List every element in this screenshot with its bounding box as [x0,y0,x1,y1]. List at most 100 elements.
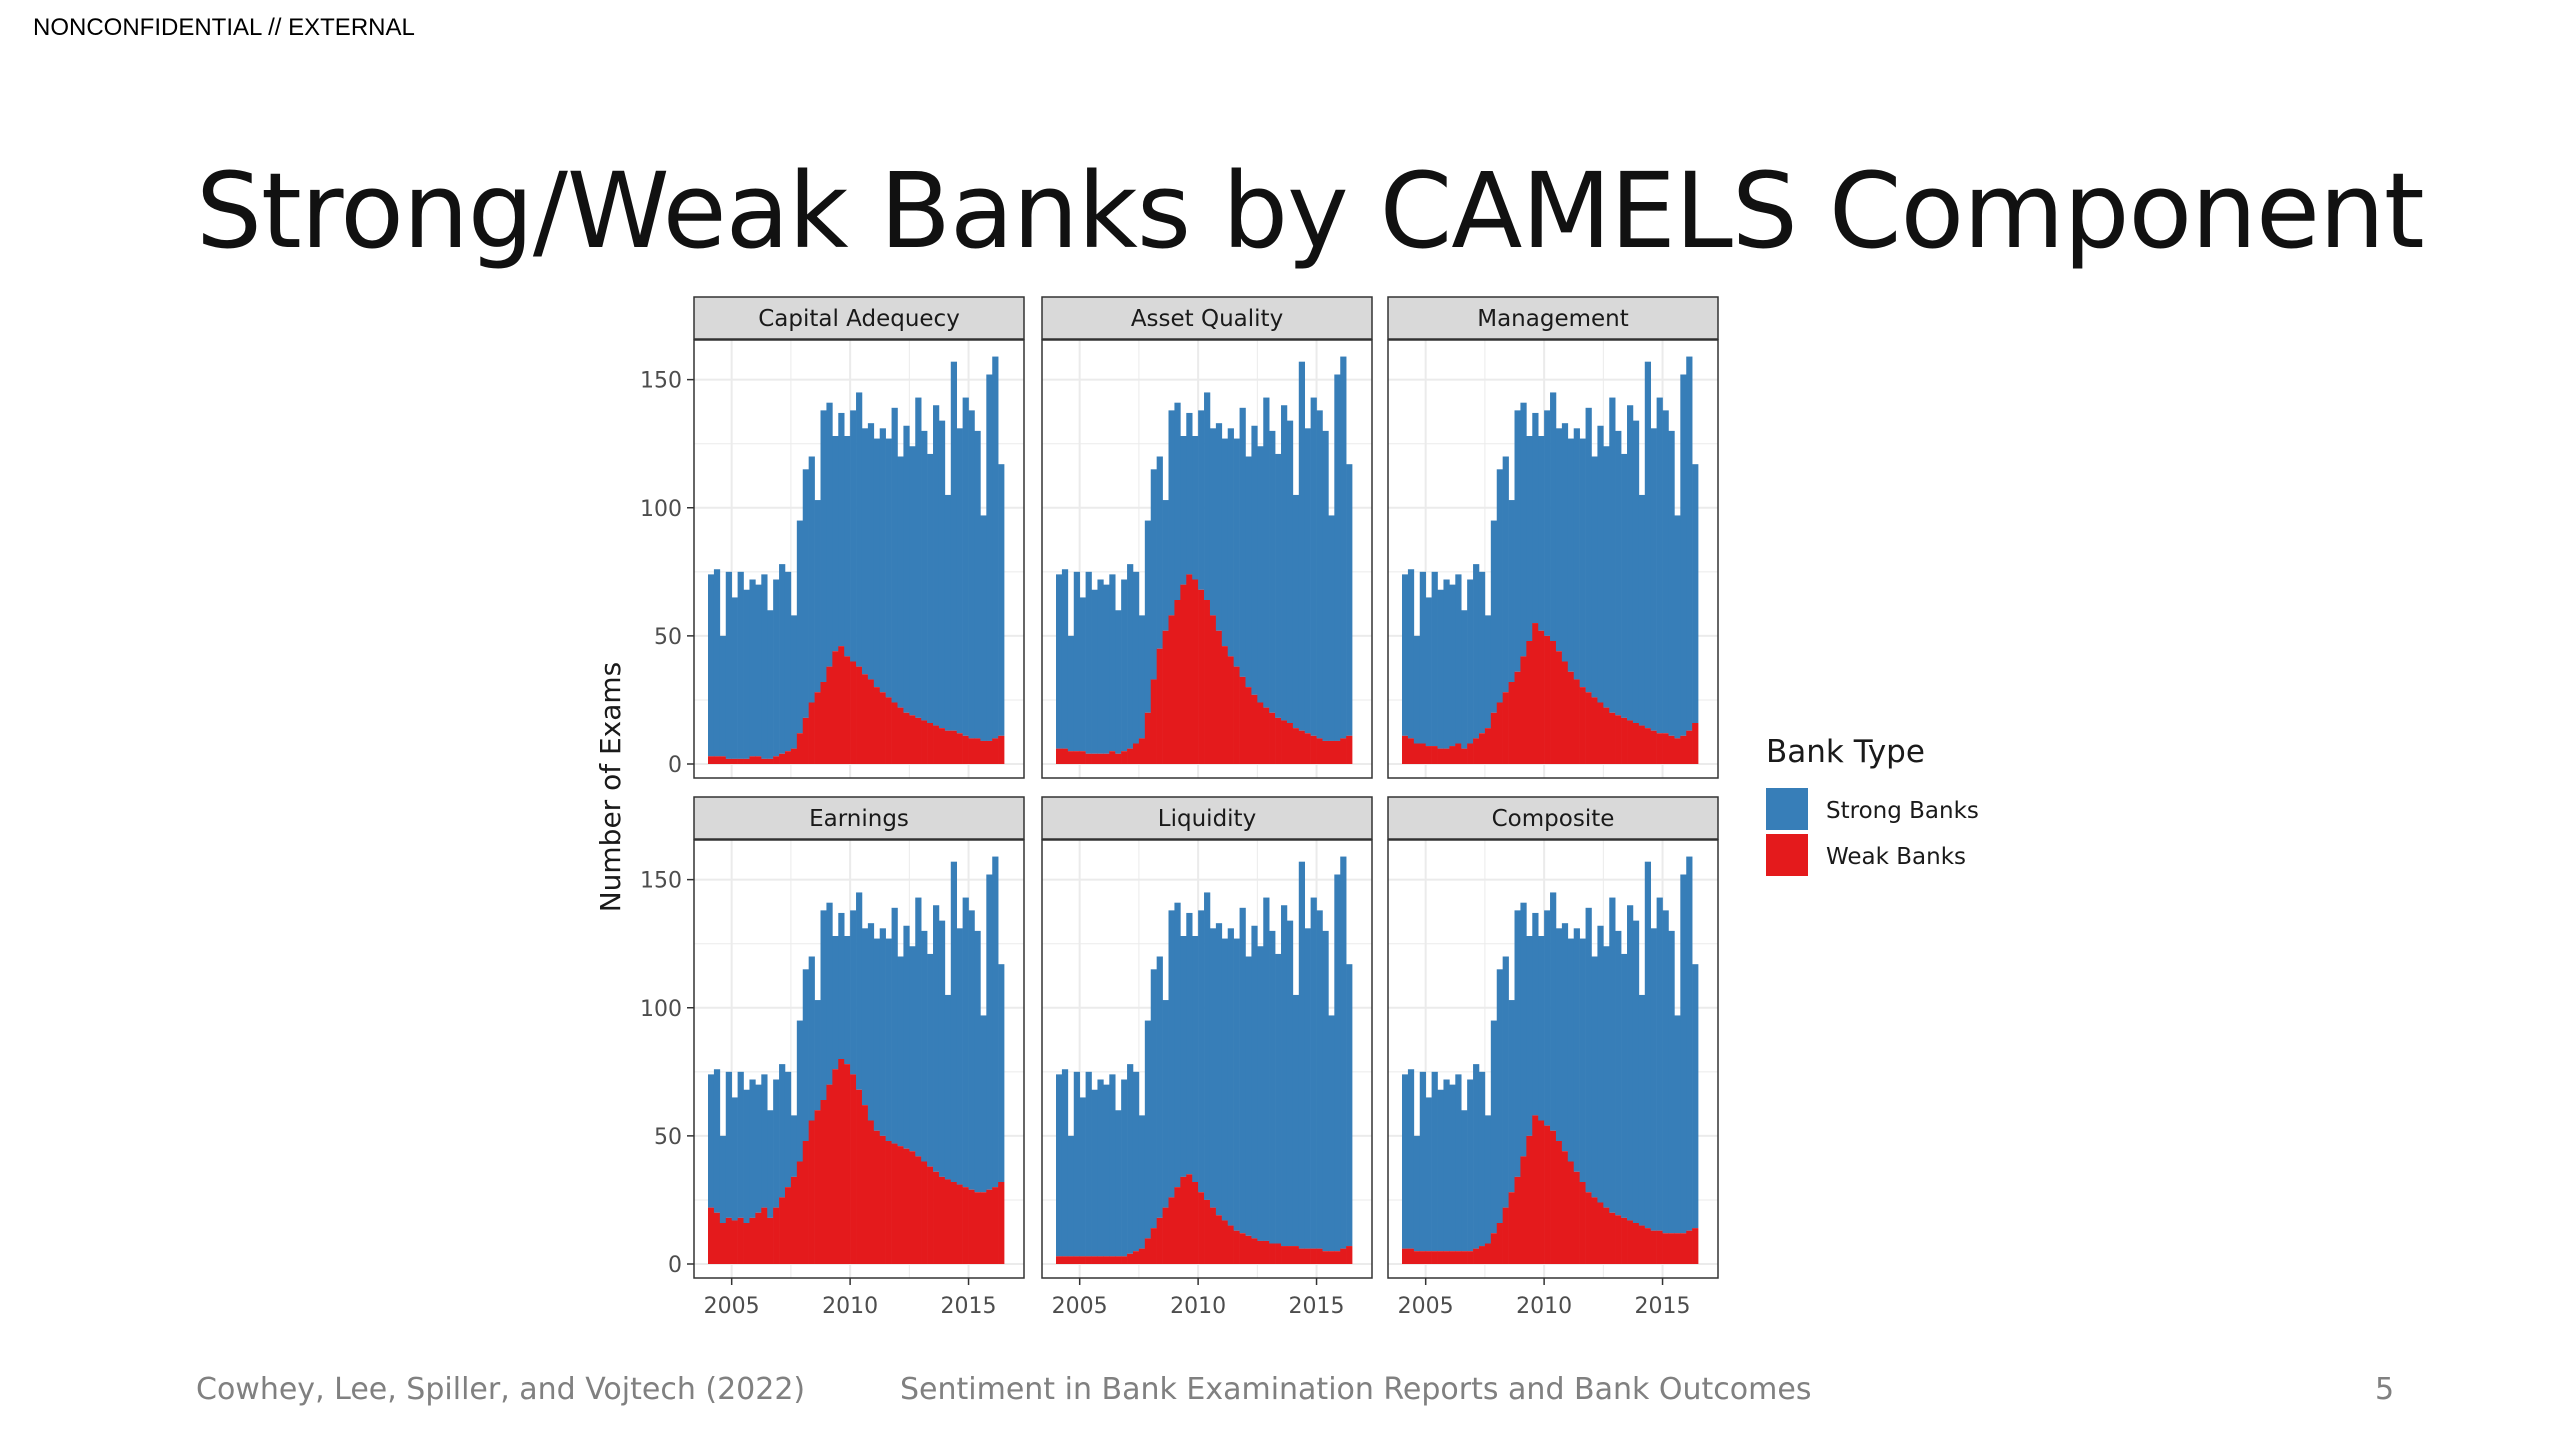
bar-weak-banks [1455,1251,1462,1264]
bar-strong-banks [1514,410,1521,672]
bar-strong-banks [921,430,928,721]
bar-weak-banks [1073,1256,1080,1264]
bar-weak-banks [1174,600,1181,764]
bar-weak-banks [1269,712,1276,764]
bar-weak-banks [1632,1223,1640,1264]
bar-strong-banks [1573,928,1580,1172]
bar-strong-banks [1662,410,1669,734]
bar-strong-banks [1186,912,1193,1175]
bar-weak-banks [1115,753,1122,764]
bar-strong-banks [1269,930,1276,1244]
bar-strong-banks [1668,930,1675,1234]
x-tick-label: 2005 [704,1294,760,1319]
bar-strong-banks [1067,1135,1075,1257]
bar-weak-banks [737,1217,744,1264]
bar-weak-banks [1632,723,1640,764]
bar-weak-banks [1656,733,1663,764]
legend-title: Bank Type [1766,734,1925,770]
bar-strong-banks [1132,571,1140,744]
bar-strong-banks [1579,438,1586,688]
bar-weak-banks [1419,1251,1426,1264]
bar-strong-banks [832,436,839,652]
bar-strong-banks [1056,1074,1063,1257]
bar-weak-banks [968,1189,975,1264]
bar-strong-banks [1162,500,1169,631]
bar-strong-banks [1532,912,1539,1116]
bar-strong-banks [719,1135,727,1223]
bar-strong-banks [737,1071,744,1218]
bar-strong-banks [861,428,869,675]
bar-strong-banks [743,1089,750,1223]
bar-strong-banks [1680,374,1687,736]
bar-strong-banks [1502,456,1509,693]
bar-strong-banks [986,874,993,1190]
bar-strong-banks [1603,446,1610,708]
bar-strong-banks [820,910,827,1100]
bar-weak-banks [814,692,821,764]
bar-weak-banks [713,756,721,764]
bar-weak-banks [867,1120,875,1264]
bar-weak-banks [1073,751,1080,764]
bar-strong-banks [1686,856,1693,1231]
bar-weak-banks [998,735,1005,764]
bar-weak-banks [986,740,993,764]
bar-weak-banks [1532,1115,1539,1264]
bar-weak-banks [909,1151,916,1264]
bar-weak-banks [1591,697,1598,764]
bar-strong-banks [1186,412,1193,575]
bar-strong-banks [891,907,898,1144]
bar-weak-banks [755,756,762,764]
bar-weak-banks [1473,1248,1480,1264]
bar-strong-banks [1251,925,1258,1239]
bar-strong-banks [1496,969,1503,1223]
bar-weak-banks [867,679,875,764]
bar-strong-banks [1109,1074,1116,1257]
bar-weak-banks [1316,738,1323,764]
bar-strong-banks [1085,1071,1092,1257]
bar-strong-banks [1073,1071,1080,1257]
bar-weak-banks [1644,728,1652,764]
bar-weak-banks [1425,746,1432,764]
bar-strong-banks [796,1020,804,1162]
bar-strong-banks [950,361,958,731]
bar-weak-banks [992,738,999,764]
bar-strong-banks [713,1069,721,1213]
bar-weak-banks [773,756,780,764]
y-tick-label: 150 [640,869,682,894]
bar-strong-banks [1079,597,1086,752]
bar-strong-banks [1579,938,1586,1182]
bar-strong-banks [956,928,963,1185]
bar-weak-banks [1550,641,1557,764]
bar-strong-banks [1567,438,1575,672]
bar-weak-banks [1567,1161,1575,1264]
bar-strong-banks [1490,1020,1498,1234]
bar-weak-banks [1198,1192,1205,1264]
bar-weak-banks [1221,1220,1229,1264]
bar-weak-banks [1621,1217,1628,1264]
bar-strong-banks [1346,464,1353,736]
bar-strong-banks [850,410,857,662]
bar-strong-banks [802,969,809,1141]
bar-strong-banks [1245,956,1252,1236]
bar-weak-banks [1334,1251,1341,1264]
bar-weak-banks [1573,1171,1580,1264]
bar-weak-banks [1115,1256,1122,1264]
bar-strong-banks [1215,423,1223,631]
bar-strong-banks [1227,928,1234,1226]
bar-weak-banks [885,697,892,764]
bar-strong-banks [1561,923,1569,1152]
bar-strong-banks [1233,438,1240,667]
bar-strong-banks [1091,589,1098,754]
bar-strong-banks [1419,571,1426,744]
bar-strong-banks [1538,436,1545,631]
bar-strong-banks [1150,969,1157,1229]
bar-weak-banks [1346,735,1353,764]
bar-strong-banks [1538,936,1545,1121]
bar-weak-banks [1484,1243,1492,1264]
bar-weak-banks [708,1207,715,1264]
bar-weak-banks [861,674,869,764]
bar-strong-banks [808,456,815,703]
bar-weak-banks [1662,733,1669,764]
bar-strong-banks [998,964,1005,1182]
